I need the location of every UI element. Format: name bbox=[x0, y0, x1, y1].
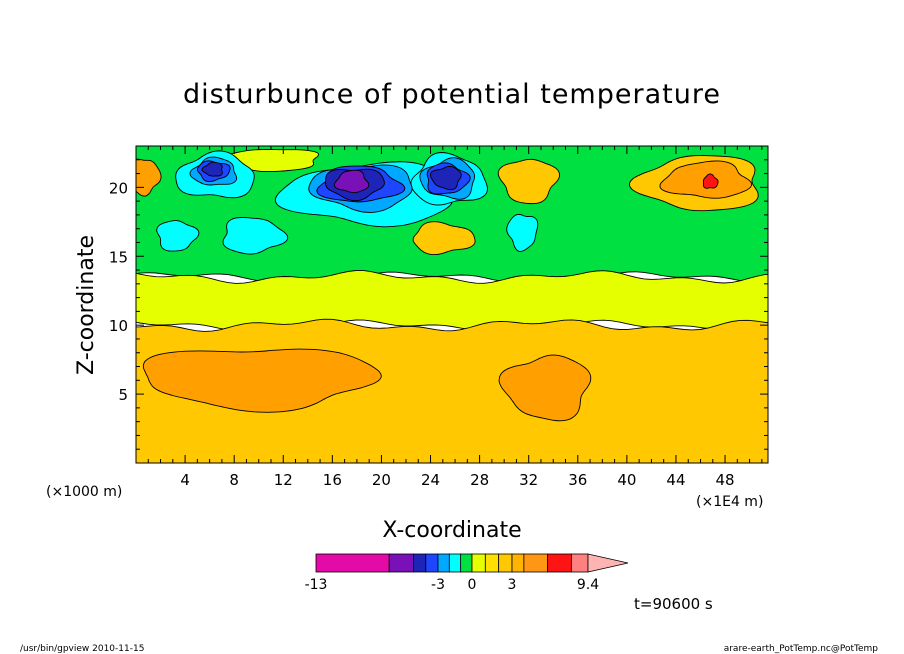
x-tick-label: 12 bbox=[274, 471, 293, 489]
colorbar-cell bbox=[570, 553, 589, 573]
x-tick-label: 28 bbox=[470, 471, 489, 489]
contour-region bbox=[429, 165, 462, 191]
colorbar-cell bbox=[523, 553, 549, 573]
x-tick-label: 4 bbox=[180, 471, 190, 489]
time-label: t=90600 s bbox=[634, 595, 713, 613]
colorbar-cell bbox=[388, 553, 415, 573]
colorbar-cell bbox=[413, 553, 427, 573]
colorbar-cell bbox=[471, 553, 486, 573]
colorbar: -13 -3 0 3 9.4 bbox=[305, 553, 629, 593]
y-tick-label: 5 bbox=[118, 386, 128, 404]
colorbar-tick-label: 0 bbox=[468, 577, 477, 593]
contour-region bbox=[142, 348, 382, 413]
footer-right: arare-earth_PotTemp.nc@PotTemp bbox=[724, 644, 879, 654]
contour-region bbox=[506, 213, 539, 252]
x-units-label: (×1000 m) bbox=[46, 484, 122, 500]
colorbar-extension bbox=[587, 553, 629, 573]
contour-region bbox=[497, 158, 561, 205]
y-tick-label: 10 bbox=[109, 317, 128, 335]
y-tick-label: 20 bbox=[109, 179, 128, 197]
contour-region bbox=[333, 169, 370, 194]
x-tick-label: 20 bbox=[372, 471, 391, 489]
x-axis-label: X-coordinate bbox=[382, 518, 521, 543]
colorbar-cell bbox=[460, 553, 473, 573]
x-tick-label: 32 bbox=[519, 471, 538, 489]
x-tick-label: 40 bbox=[617, 471, 636, 489]
colorbar-cell bbox=[315, 553, 390, 573]
x-multiplier-label: (×1E4 m) bbox=[696, 494, 763, 510]
contour-region bbox=[498, 354, 592, 422]
contour-region bbox=[222, 217, 289, 255]
colorbar-cell bbox=[511, 553, 525, 573]
colorbar-cell bbox=[498, 553, 513, 573]
contour-region bbox=[156, 220, 200, 252]
colorbar-cell bbox=[425, 553, 439, 573]
chart-title: disturbunce of potential temperature bbox=[183, 79, 721, 110]
colorbar-cell bbox=[448, 553, 462, 573]
colorbar-cell bbox=[547, 553, 572, 573]
x-tick-label: 44 bbox=[666, 471, 685, 489]
colorbar-tick-label: 9.4 bbox=[577, 577, 599, 593]
contour-region bbox=[412, 221, 476, 256]
colorbar-tick-label: -13 bbox=[305, 577, 328, 593]
contour-region bbox=[136, 270, 768, 331]
plot-frame bbox=[135, 145, 769, 464]
y-axis-label: Z-coordinate bbox=[74, 235, 99, 375]
contour-region bbox=[702, 173, 719, 189]
colorbar-tick-label: 3 bbox=[508, 577, 517, 593]
colorbar-cell bbox=[484, 553, 500, 573]
x-tick-label: 36 bbox=[568, 471, 587, 489]
colorbar-tick-label: -3 bbox=[431, 577, 445, 593]
x-tick-label: 8 bbox=[229, 471, 239, 489]
x-tick-label: 24 bbox=[421, 471, 440, 489]
contour-region bbox=[201, 161, 223, 177]
footer-left: /usr/bin/gpview 2010-11-15 bbox=[20, 644, 144, 654]
colorbar-cell bbox=[437, 553, 450, 573]
x-tick-label: 48 bbox=[716, 471, 735, 489]
y-tick-label: 15 bbox=[109, 248, 128, 266]
x-tick-label: 16 bbox=[323, 471, 342, 489]
